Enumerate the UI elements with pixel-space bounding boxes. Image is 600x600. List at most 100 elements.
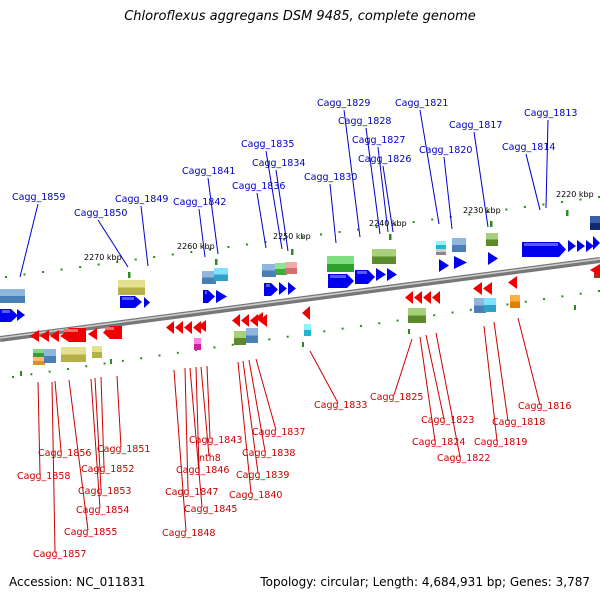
forward-leader-line (343, 109, 361, 238)
feature-block (61, 347, 86, 362)
feature-block (304, 324, 311, 336)
forward-gene-label: Cagg_1834 (252, 158, 305, 169)
tick-dot (542, 203, 545, 206)
tick-dot (66, 367, 69, 370)
forward-gene-arrow (355, 270, 375, 284)
reverse-gene-label: Cagg_1823 (421, 415, 474, 426)
reverse-leader-line (200, 366, 210, 457)
tick-label: 2260 kbp (177, 242, 215, 251)
tick-dot (301, 236, 304, 238)
reverse-leader-line (242, 360, 259, 474)
reverse-leader-line (206, 365, 211, 439)
feature-block (285, 262, 297, 274)
reverse-gene-label: Cagg_1845 (184, 504, 237, 515)
forward-leader-line (382, 165, 394, 233)
forward-leader-line (265, 150, 283, 250)
major-tick (215, 259, 218, 265)
reverse-leader-line (237, 361, 252, 494)
feature-block (436, 249, 446, 255)
reverse-leader-line (435, 332, 461, 458)
tick-dot (5, 276, 7, 278)
reverse-leader-line (248, 359, 266, 452)
reverse-gene-label: Cagg_1854 (76, 505, 129, 516)
forward-leader-line (207, 177, 219, 255)
feature-block (510, 295, 520, 308)
tick-dot (231, 343, 234, 346)
feature-block (246, 328, 258, 343)
tick-dot (338, 231, 341, 233)
map-title: Chloroflexus aggregans DSM 9485, complet… (124, 9, 476, 24)
feature-block (327, 256, 354, 272)
tick-dot (208, 248, 211, 251)
forward-gene-label: Cagg_1835 (241, 139, 294, 150)
reverse-gene-label: Cagg_1855 (64, 527, 117, 538)
reverse-gene-label: Cagg_1852 (81, 464, 134, 475)
feature-block (234, 331, 246, 345)
feature-block (202, 271, 216, 284)
reverse-gene-arrow (50, 330, 59, 342)
tick-dot (158, 354, 161, 357)
tick-dot (359, 324, 362, 327)
forward-leader-line (525, 153, 541, 211)
reverse-leader-line (37, 381, 41, 475)
reverse-leader-line (51, 381, 56, 553)
minor-tick (574, 305, 576, 310)
tick-dot (286, 335, 289, 338)
reverse-gene-label: Cagg_1824 (412, 437, 465, 448)
reverse-gene-label: Cagg_1847 (165, 487, 218, 498)
genome-backbone (0, 257, 600, 342)
forward-gene-label: Cagg_1817 (449, 120, 502, 131)
tick-dot (116, 261, 119, 263)
reverse-gene-label: Cagg_1848 (162, 528, 215, 539)
forward-gene-label: Cagg_1826 (358, 154, 411, 165)
feature-block (474, 298, 486, 313)
reverse-leader-line (54, 380, 62, 452)
major-tick (566, 210, 569, 216)
tick-dot (171, 253, 174, 256)
forward-leader-line (443, 156, 453, 230)
tick-dot (323, 330, 326, 333)
reverse-gene-label: Cagg_1819 (474, 437, 527, 448)
tick-dot (598, 290, 600, 292)
forward-leader-line (275, 169, 289, 252)
reverse-leader-line (195, 366, 200, 469)
reverse-gene-arrow (241, 314, 249, 327)
reverse-leader-line (493, 321, 509, 422)
reverse-gene-label: Cagg_1853 (78, 486, 131, 497)
feature-layer (0, 216, 600, 365)
forward-gene-label: Cagg_1828 (338, 116, 391, 127)
reverse-gene-label: Cagg_1837 (252, 427, 305, 438)
tick-dot (103, 362, 106, 365)
tick-dot (85, 365, 88, 368)
reverse-leader-line (309, 350, 339, 404)
forward-gene-arrow (376, 268, 386, 281)
reverse-leader-line (68, 379, 89, 531)
forward-gene-arrow (439, 259, 449, 272)
reverse-leader-line (255, 358, 277, 431)
major-tick (389, 234, 392, 240)
reverse-gene-label: Cagg_1833 (314, 400, 367, 411)
reverse-leader-line (393, 338, 413, 396)
tick-dot (431, 218, 434, 221)
reverse-gene-arrow (175, 321, 183, 334)
tick-dot (79, 266, 82, 268)
tick-dot (30, 373, 33, 376)
forward-leader-line (140, 205, 149, 267)
forward-leader-line (545, 119, 549, 209)
feature-block (452, 238, 466, 252)
major-tick (128, 272, 131, 278)
forward-gene-label: Cagg_1842 (173, 197, 226, 208)
forward-leader-line (97, 219, 129, 268)
tick-dot (60, 268, 63, 271)
reverse-gene-arrow (88, 328, 97, 340)
reverse-leader-line (173, 369, 187, 532)
reverse-leader-line (116, 375, 122, 448)
tick-label: 2230 kbp (463, 206, 501, 215)
forward-gene-arrow (488, 252, 498, 265)
feature-block (118, 280, 145, 295)
feature-block (372, 249, 396, 264)
reverse-gene-arrow (193, 321, 201, 334)
forward-gene-arrow (586, 240, 594, 252)
reverse-gene-arrow (302, 306, 310, 320)
